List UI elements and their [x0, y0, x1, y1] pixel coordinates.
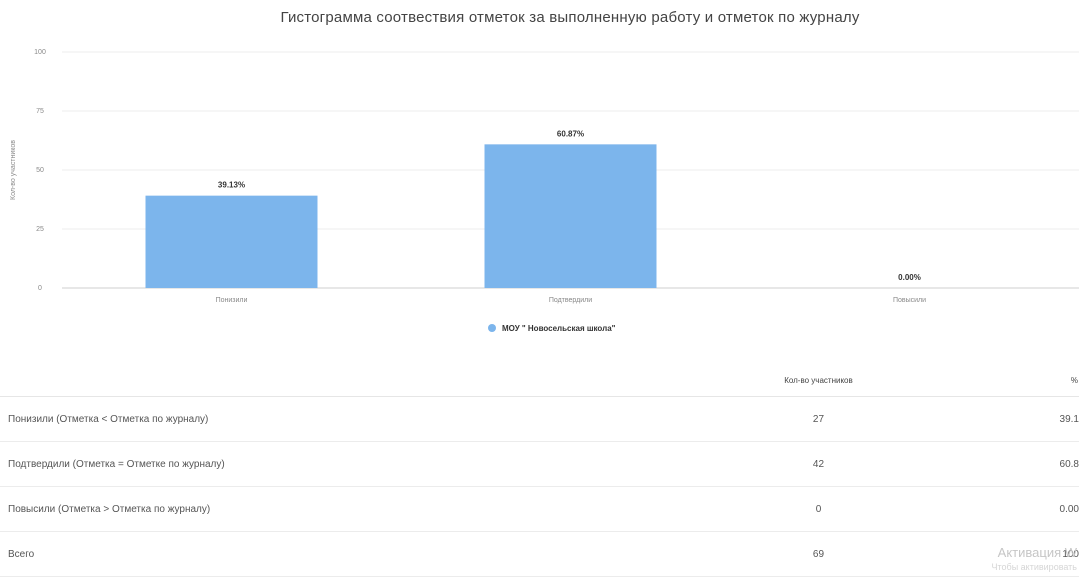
bar-chart: 0 25 50 75 100 Кол-во участников 39.13% 60.87…	[10, 49, 1079, 333]
bar-value-label: 0.00%	[898, 273, 921, 282]
y-tick-label: 75	[36, 108, 44, 115]
y-tick-label: 100	[34, 49, 46, 56]
legend-swatch	[488, 324, 496, 332]
y-tick-label: 25	[36, 226, 44, 233]
row-name: Подтвердили (Отметка = Отметке по журнал…	[0, 441, 617, 487]
row-percent: 100	[1020, 531, 1079, 577]
row-name: Всего	[0, 531, 617, 577]
y-axis-ticks: 0 25 50 75 100	[34, 49, 46, 292]
activation-watermark: Активация W	[997, 545, 1077, 560]
row-count: 0	[616, 486, 1021, 532]
activation-watermark-subtitle: Чтобы активировать	[991, 562, 1077, 572]
legend[interactable]: МОУ " Новосельская школа"	[488, 324, 616, 333]
row-percent: 39.1	[1020, 396, 1079, 442]
table-row-total: Всего 69 100	[0, 531, 1079, 577]
table-row: Подтвердили (Отметка = Отметке по журнал…	[0, 441, 1079, 487]
table-row: Повысили (Отметка > Отметка по журналу) …	[0, 486, 1079, 532]
chart-title: Гистограмма соотвествия отметок за выпол…	[280, 9, 860, 26]
table-row: Понизили (Отметка < Отметка по журналу) …	[0, 396, 1079, 442]
header-percent: %	[1020, 364, 1079, 397]
x-tick-label: Понизили	[216, 297, 248, 304]
row-count: 27	[616, 396, 1021, 442]
row-count: 69	[616, 531, 1021, 577]
table-header-row: Кол-во участников %	[0, 364, 1079, 397]
row-name: Повысили (Отметка > Отметка по журналу)	[0, 486, 617, 532]
bars	[145, 144, 657, 288]
header-count: Кол-во участников	[616, 364, 1021, 397]
x-tick-label: Подтвердили	[549, 297, 592, 304]
bar-value-labels: 39.13% 60.87% 0.00%	[218, 129, 921, 282]
stats-table: Кол-во участников % Понизили (Отметка < …	[0, 364, 1079, 577]
row-percent: 0.00	[1020, 486, 1079, 532]
y-axis-label: Кол-во участников	[10, 140, 17, 200]
row-name: Понизили (Отметка < Отметка по журналу)	[0, 396, 617, 442]
bar[interactable]	[484, 144, 657, 288]
bar-value-label: 39.13%	[218, 181, 245, 190]
row-count: 42	[616, 441, 1021, 487]
row-percent: 60.8	[1020, 441, 1079, 487]
legend-label: МОУ " Новосельская школа"	[502, 324, 616, 333]
bar[interactable]	[145, 195, 318, 288]
y-tick-label: 0	[38, 285, 42, 292]
header-name	[0, 364, 617, 397]
y-tick-label: 50	[36, 167, 44, 174]
x-tick-label: Повысили	[893, 297, 926, 304]
x-axis-ticks: Понизили Подтвердили Повысили	[216, 297, 927, 304]
bar-value-label: 60.87%	[557, 129, 584, 138]
